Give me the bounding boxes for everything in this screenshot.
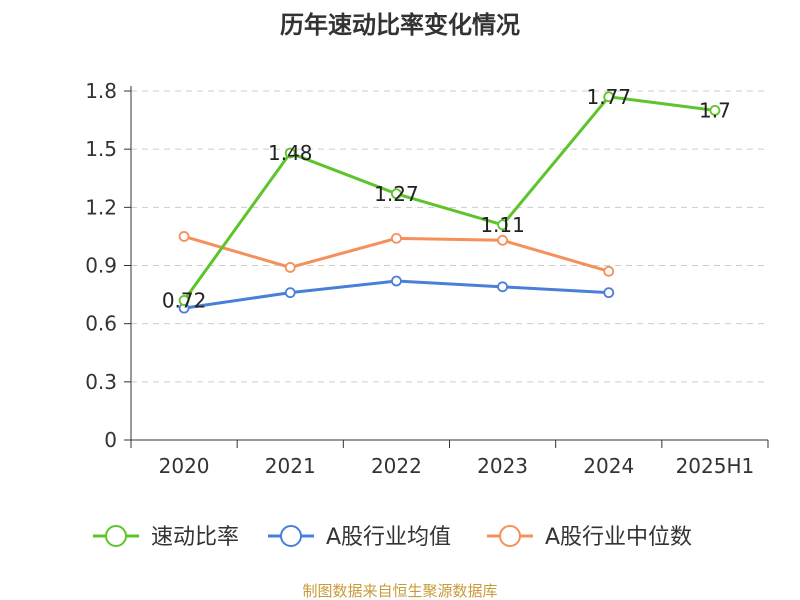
legend-label: 速动比率 — [151, 525, 239, 550]
axes: 0 0.3 0.6 0.9 1.2 1.5 1.8 2020 2021 2022 2023 2024 2… — [85, 79, 769, 478]
data-label: 1.77 — [586, 85, 631, 109]
legend-swatch-marker — [280, 525, 302, 547]
x-tick-label: 2022 — [371, 454, 422, 478]
legend-label: A股行业中位数 — [545, 525, 692, 550]
series-line — [182, 95, 716, 302]
legend-label: A股行业均值 — [326, 525, 451, 550]
data-point — [391, 275, 402, 287]
y-tick-label: 0 — [104, 428, 117, 452]
data-point — [391, 188, 402, 200]
data-point — [178, 294, 190, 306]
data-point — [284, 147, 296, 159]
data-point — [603, 265, 615, 277]
data-label: 1.27 — [374, 182, 419, 206]
y-tick-label: 1.8 — [85, 79, 117, 103]
x-tick-label: 2021 — [265, 454, 316, 478]
y-tick-label: 1.5 — [85, 137, 117, 161]
grid-lines — [131, 90, 768, 383]
y-tick-label: 0.6 — [85, 312, 117, 336]
data-label: 0.72 — [162, 288, 207, 312]
y-tick-label: 0.3 — [85, 370, 117, 394]
source-note: 制图数据来自恒生聚源数据库 — [302, 582, 497, 600]
data-point — [603, 287, 615, 299]
y-tick-label: 0.9 — [85, 254, 117, 278]
x-tick-label: 2023 — [477, 454, 528, 478]
data-point — [178, 231, 190, 242]
legend-swatch-marker — [105, 525, 127, 547]
data-label: 1.11 — [480, 213, 525, 237]
data-point — [603, 91, 615, 103]
legend: 速动比率 A股行业均值 A股行业中位数 — [93, 525, 692, 550]
data-label: 1.7 — [699, 98, 731, 122]
chart-title: 历年速动比率变化情况 — [280, 11, 520, 39]
legend-swatch-marker — [499, 525, 521, 547]
data-point — [497, 219, 508, 231]
x-tick-label: 2020 — [159, 454, 210, 478]
x-tick-label: 2024 — [583, 454, 634, 478]
data-point — [284, 287, 296, 299]
data-point — [497, 281, 508, 293]
data-point — [284, 262, 296, 273]
y-tick-label: 1.2 — [85, 195, 117, 219]
series-lines — [178, 91, 721, 314]
data-point — [391, 232, 402, 244]
data-labels: 0.72 1.48 1.27 1.11 1.77 1.7 — [162, 85, 731, 313]
data-point — [709, 104, 721, 116]
data-point — [497, 234, 508, 246]
data-label: 1.48 — [268, 141, 313, 165]
x-tick-label: 2025H1 — [676, 454, 755, 478]
